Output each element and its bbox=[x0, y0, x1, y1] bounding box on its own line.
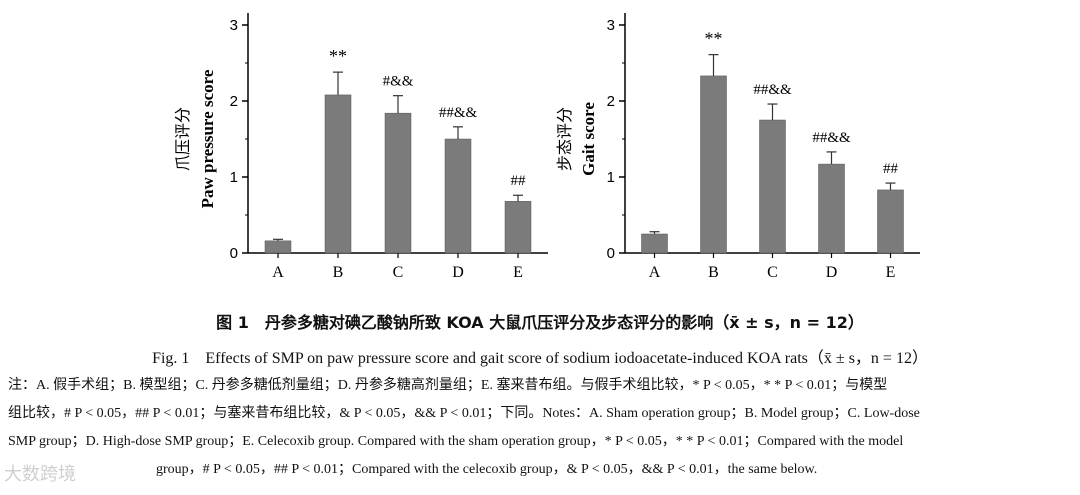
bar-B bbox=[700, 75, 727, 254]
x-tick-label: D bbox=[826, 264, 838, 281]
significance-label-D: ##&& bbox=[439, 105, 478, 121]
x-tick-label: E bbox=[513, 264, 523, 281]
y-axis-label-chinese: 爪压评分 bbox=[173, 107, 192, 171]
figure-notes-line-1: 注：A. 假手术组；B. 模型组；C. 丹参多糖低剂量组；D. 丹参多糖高剂量组… bbox=[8, 378, 888, 393]
bar-C bbox=[759, 119, 786, 254]
y-tick-label: 3 bbox=[607, 17, 615, 34]
watermark-logo: 大数跨境 bbox=[4, 464, 76, 485]
significance-label-C: ##&& bbox=[753, 82, 792, 98]
x-tick-label: D bbox=[452, 264, 464, 281]
bar-E bbox=[877, 189, 904, 254]
x-tick-label: E bbox=[886, 264, 896, 281]
y-tick-label: 2 bbox=[607, 93, 615, 110]
y-tick-label: 0 bbox=[230, 245, 238, 262]
significance-label-C: #&& bbox=[383, 74, 414, 90]
chart-1: 0 1 2 3 爪压评分 Paw pressure score A B ** C #&& D ##&& E… bbox=[173, 13, 548, 281]
bar-D bbox=[818, 163, 845, 254]
y-axis-label: Paw pressure score bbox=[198, 69, 217, 208]
significance-label-B: ** bbox=[329, 46, 347, 66]
bar-A bbox=[264, 240, 292, 254]
y-tick-label: 2 bbox=[230, 93, 238, 110]
figure-caption-english: Fig. 1 Effects of SMP on paw pressure sc… bbox=[152, 350, 928, 367]
y-tick-label: 1 bbox=[230, 169, 238, 186]
significance-label-D: ##&& bbox=[812, 130, 851, 146]
bar-B bbox=[324, 94, 352, 254]
chart-2: 0 1 2 3 步态评分 Gait score A B ** C ##&& D ##&& E ## bbox=[555, 13, 920, 281]
x-tick-label: C bbox=[767, 264, 778, 281]
x-tick-label: A bbox=[649, 264, 661, 281]
bar-E bbox=[504, 201, 532, 254]
x-tick-label: A bbox=[272, 264, 284, 281]
bar-D bbox=[444, 138, 472, 254]
x-tick-label: B bbox=[333, 264, 344, 281]
y-tick-label: 1 bbox=[607, 169, 615, 186]
y-axis-label: Gait score bbox=[579, 102, 598, 176]
significance-label-E: ## bbox=[511, 173, 527, 189]
bar-A bbox=[641, 233, 668, 254]
figure-charts: 0 1 2 3 爪压评分 Paw pressure score A B ** C #&& D ##&& E… bbox=[173, 13, 920, 281]
figure-notes-line-4: group，# P < 0.05，## P < 0.01；Compared wi… bbox=[156, 462, 818, 477]
x-tick-label: C bbox=[393, 264, 404, 281]
y-tick-label: 0 bbox=[607, 245, 615, 262]
significance-label-B: ** bbox=[705, 29, 723, 49]
significance-label-E: ## bbox=[883, 161, 899, 177]
x-tick-label: B bbox=[708, 264, 719, 281]
figure-caption-chinese: 图 1 丹参多糖对碘乙酸钠所致 KOA 大鼠爪压评分及步态评分的影响（x̄ ± … bbox=[216, 313, 864, 332]
y-tick-label: 3 bbox=[230, 17, 238, 34]
y-axis-label-chinese: 步态评分 bbox=[555, 107, 574, 171]
figure-notes-line-2: 组比较，# P < 0.05，## P < 0.01；与塞来昔布组比较，& P … bbox=[8, 406, 920, 421]
bar-C bbox=[384, 112, 412, 254]
figure-notes-line-3: SMP group；D. High-dose SMP group；E. Cele… bbox=[8, 434, 904, 449]
